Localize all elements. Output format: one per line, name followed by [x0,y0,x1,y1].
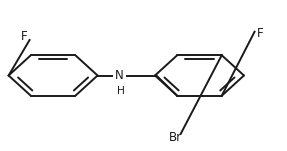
Text: F: F [21,31,28,43]
Text: N: N [115,69,123,82]
Text: Br: Br [168,131,182,144]
Text: H: H [117,86,125,96]
Text: F: F [256,27,263,40]
